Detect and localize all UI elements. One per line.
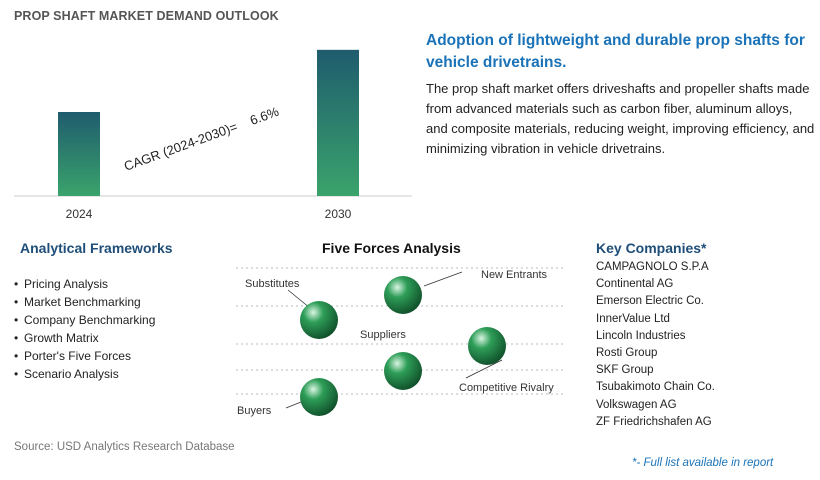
headline: Adoption of lightweight and durable prop… [426, 32, 805, 71]
frameworks-list: Pricing Analysis Market Benchmarking Com… [14, 275, 155, 383]
footnote: *- Full list available in report [632, 457, 774, 469]
bar-2030 [317, 49, 359, 197]
company-item: Rosti Group [596, 346, 658, 359]
bar-chart: 2024 2030 CAGR (2024-2030)= 6.6% [14, 49, 412, 221]
companies-list: CAMPAGNOLO S.P.A Continental AG Emerson … [596, 259, 715, 431]
companies-title: Key Companies* [596, 240, 707, 256]
force-label-buyers: Buyers [237, 405, 272, 417]
cagr-annotation: CAGR (2024-2030)= 6.6% [122, 104, 281, 174]
framework-item: Pricing Analysis [14, 275, 155, 293]
source-note: Source: USD Analytics Research Database [14, 441, 235, 453]
x-tick-label: 2030 [325, 207, 352, 221]
frameworks-title: Analytical Frameworks [20, 240, 173, 256]
competitive-rivalry-sphere [468, 327, 506, 365]
company-item: Continental AG [596, 278, 674, 291]
bar-2024 [58, 112, 100, 196]
force-label-substitutes: Substitutes [245, 278, 300, 290]
description: The prop shaft market offers driveshafts… [426, 81, 815, 156]
company-item: InnerValue Ltd [596, 312, 670, 325]
buyers-sphere [300, 378, 338, 416]
company-item: CAMPAGNOLO S.P.A [596, 261, 709, 273]
connector-line [465, 359, 503, 379]
company-item: Emerson Electric Co. [596, 295, 705, 308]
connector-line [287, 289, 311, 309]
framework-item: Growth Matrix [14, 329, 155, 347]
framework-item: Market Benchmarking [14, 293, 155, 311]
company-item: SKF Group [596, 364, 654, 377]
substitutes-sphere [300, 301, 338, 339]
framework-item: Porter's Five Forces [14, 347, 155, 365]
new-entrants-sphere [384, 276, 422, 314]
force-label-competitive-rivalry: Competitive Rivalry [459, 382, 554, 394]
framework-item: Scenario Analysis [14, 365, 155, 383]
x-tick-label: 2024 [66, 207, 93, 221]
force-label-suppliers: Suppliers [360, 329, 406, 341]
five-forces-diagram: Substitutes New Entrants Suppliers Compe… [236, 267, 566, 417]
force-label-new-entrants: New Entrants [481, 269, 548, 281]
five-forces-title: Five Forces Analysis [322, 240, 461, 256]
suppliers-sphere [384, 352, 422, 390]
connector-line [423, 271, 463, 287]
company-item: Lincoln Industries [596, 329, 686, 342]
framework-item: Company Benchmarking [14, 311, 155, 329]
company-item: Tsubakimoto Chain Co. [596, 381, 715, 394]
company-item: Volkswagen AG [596, 398, 677, 411]
page-title: PROP SHAFT MARKET DEMAND OUTLOOK [14, 9, 279, 23]
company-item: ZF Friedrichshafen AG [596, 415, 712, 428]
